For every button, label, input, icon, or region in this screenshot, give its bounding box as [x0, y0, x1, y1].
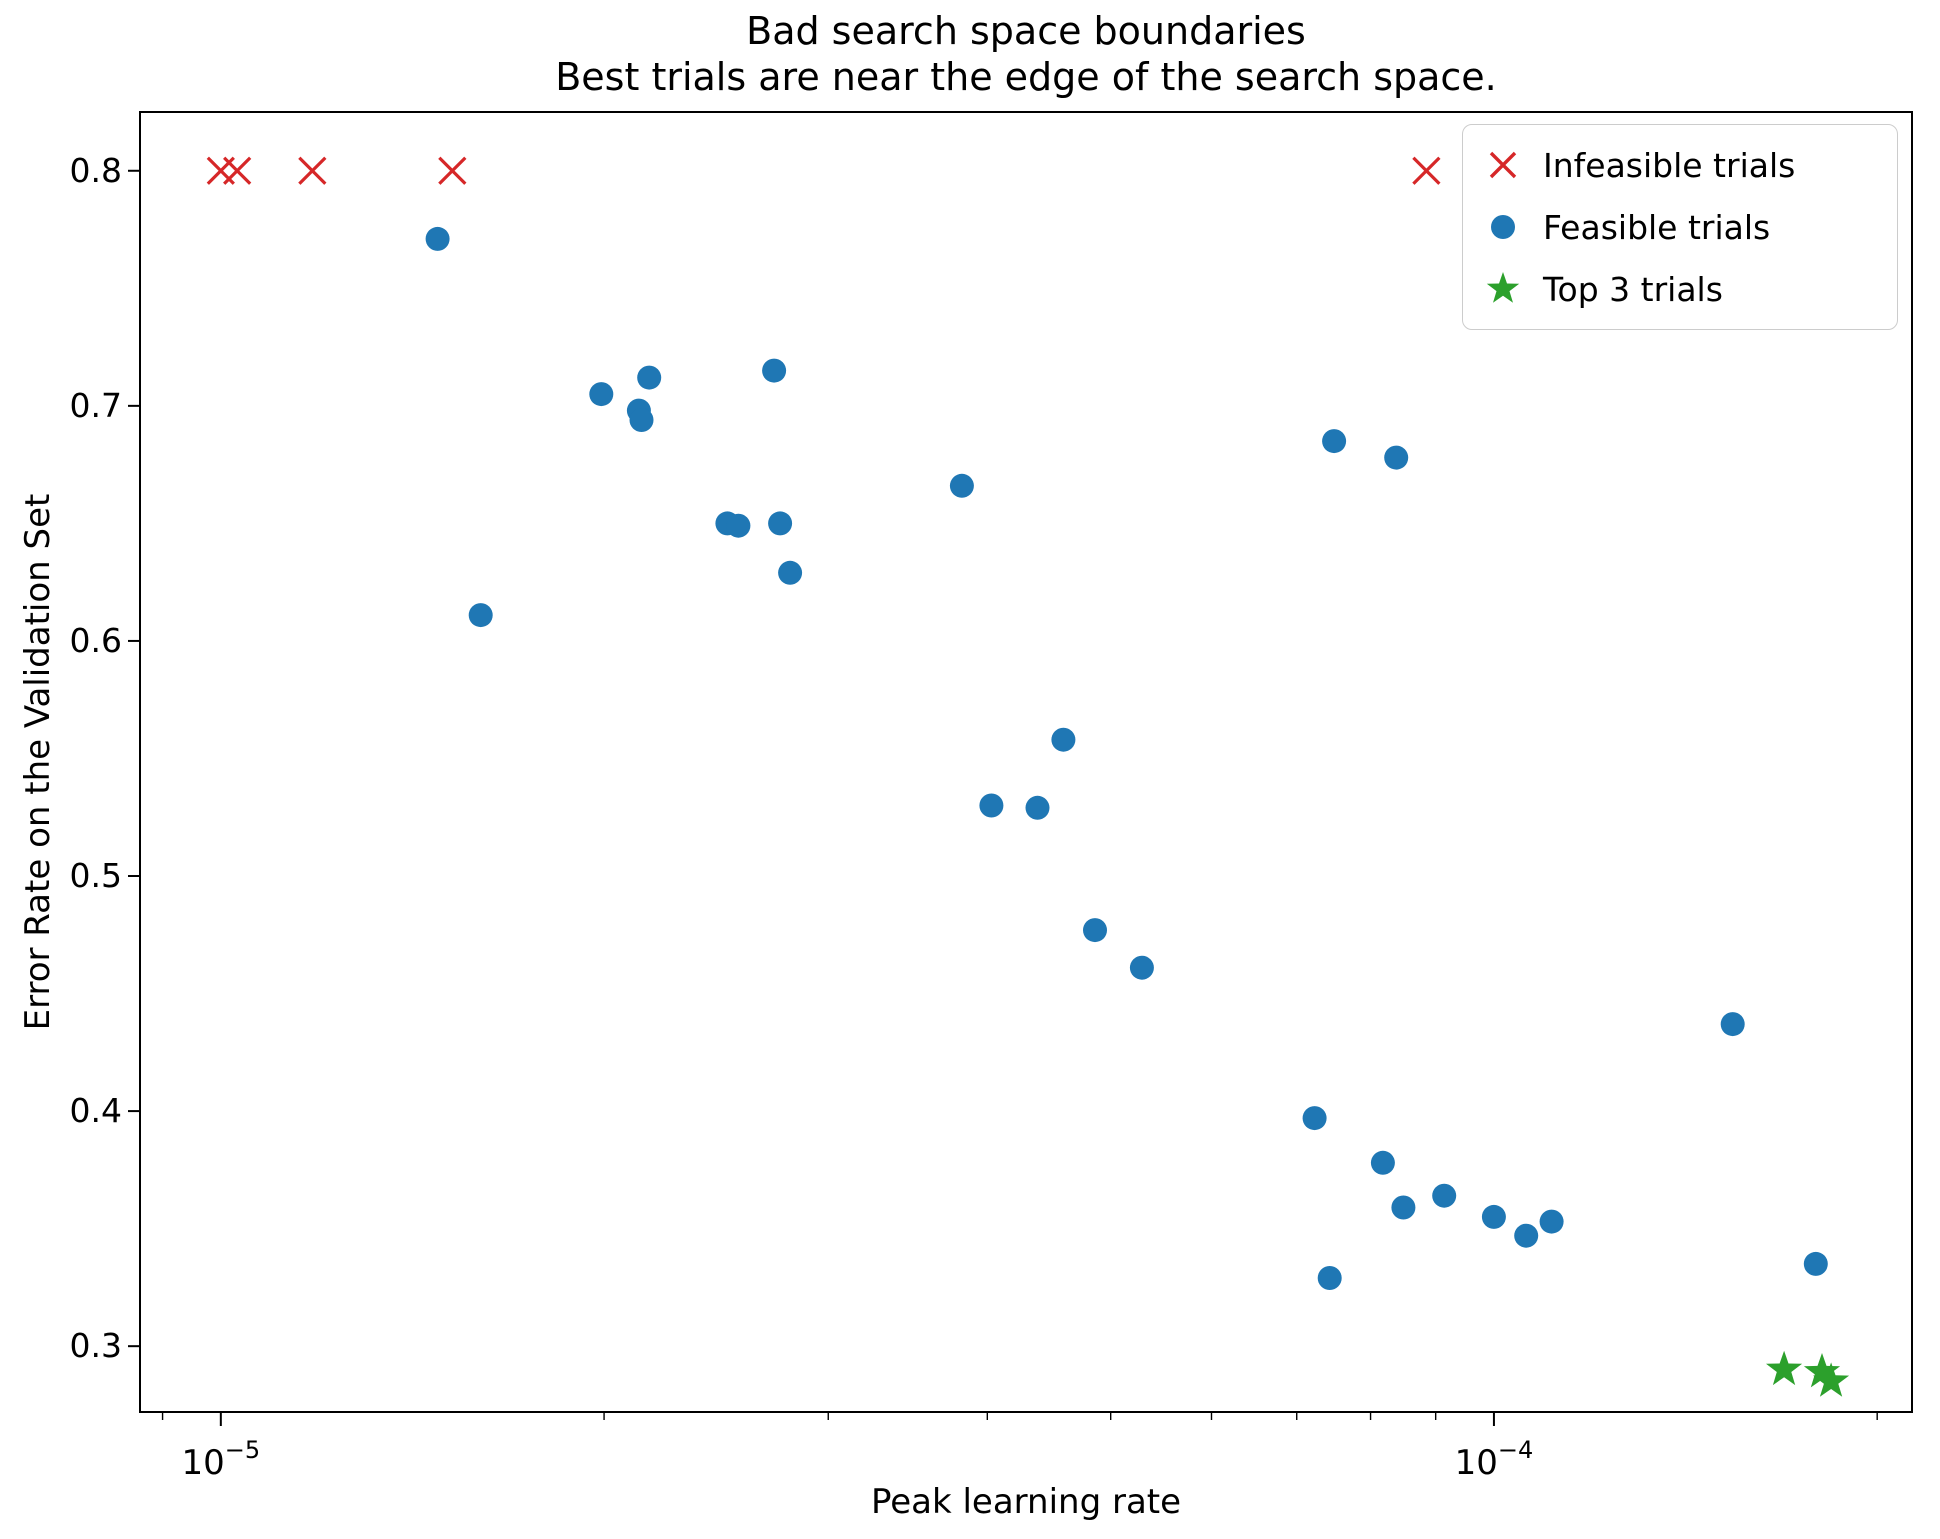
point-feasible-trials — [1129, 955, 1154, 980]
point-feasible-trials — [1317, 1266, 1342, 1290]
chart-title-line2: Best trials are near the edge of the sea… — [555, 55, 1497, 100]
point-feasible-trials — [762, 358, 787, 383]
point-feasible-trials — [1432, 1183, 1457, 1208]
legend-item-infeasible-trials: Infeasible trials — [1481, 139, 1879, 191]
legend-label-feasible-trials: Feasible trials — [1543, 207, 1771, 247]
point-top-3-trials — [1766, 1350, 1803, 1386]
point-feasible-trials — [1803, 1251, 1828, 1276]
point-infeasible-trials — [438, 156, 467, 185]
y-tick-label: 0.6 — [70, 621, 122, 660]
point-feasible-trials — [629, 408, 654, 432]
point-feasible-trials — [979, 793, 1004, 818]
point-feasible-trials — [1539, 1209, 1564, 1234]
point-feasible-trials — [637, 365, 662, 390]
chart-title: Bad search space boundaries Best trials … — [140, 8, 1912, 101]
point-feasible-trials — [1391, 1195, 1416, 1220]
point-feasible-trials — [1025, 795, 1050, 820]
point-feasible-trials — [949, 473, 974, 498]
point-feasible-trials — [1322, 429, 1347, 454]
legend: Infeasible trials Feasible trials Top 3 … — [1462, 124, 1898, 330]
point-feasible-trials — [1720, 1012, 1745, 1037]
point-feasible-trials — [768, 511, 793, 536]
point-feasible-trials — [1302, 1106, 1327, 1131]
axes-frame — [139, 111, 1913, 1413]
point-feasible-trials — [1051, 727, 1076, 752]
y-tick-label: 0.4 — [70, 1091, 122, 1130]
x-axis-label: Peak learning rate — [870, 1482, 1182, 1522]
legend-item-top-3-trials: Top 3 trials — [1481, 263, 1879, 315]
point-feasible-trials — [1370, 1150, 1395, 1175]
point-top-3-trials — [1813, 1362, 1850, 1397]
point-infeasible-trials — [298, 156, 327, 185]
x-tick-label: 10−5 — [181, 1436, 260, 1483]
point-infeasible-trials — [223, 156, 252, 185]
legend-item-feasible-trials: Feasible trials — [1481, 201, 1879, 253]
point-infeasible-trials — [1412, 156, 1441, 185]
chart-title-line1: Bad search space boundaries — [746, 9, 1306, 53]
y-tick-label: 0.5 — [70, 856, 122, 895]
star-marker-icon — [1486, 272, 1520, 303]
legend-label-top-3-trials: Top 3 trials — [1543, 269, 1723, 309]
x-tick-label: 10−4 — [1455, 1436, 1534, 1483]
y-tick-label: 0.3 — [70, 1326, 122, 1365]
legend-label-infeasible-trials: Infeasible trials — [1543, 145, 1796, 185]
point-top-3-trials — [1803, 1353, 1841, 1388]
x-marker-icon — [1489, 151, 1517, 179]
point-feasible-trials — [726, 513, 751, 538]
point-feasible-trials — [1083, 918, 1107, 943]
point-feasible-trials — [589, 382, 614, 407]
point-feasible-trials — [1384, 445, 1409, 470]
point-feasible-trials — [425, 226, 450, 251]
y-tick-label: 0.7 — [70, 386, 122, 425]
point-feasible-trials — [1481, 1204, 1506, 1229]
point-feasible-trials — [468, 603, 493, 628]
y-axis-label: Error Rate on the Validation Set — [18, 493, 58, 1031]
circle-marker-icon — [1491, 215, 1515, 239]
y-tick-label: 0.8 — [70, 151, 122, 190]
point-feasible-trials — [778, 560, 803, 585]
point-feasible-trials — [1514, 1223, 1539, 1248]
